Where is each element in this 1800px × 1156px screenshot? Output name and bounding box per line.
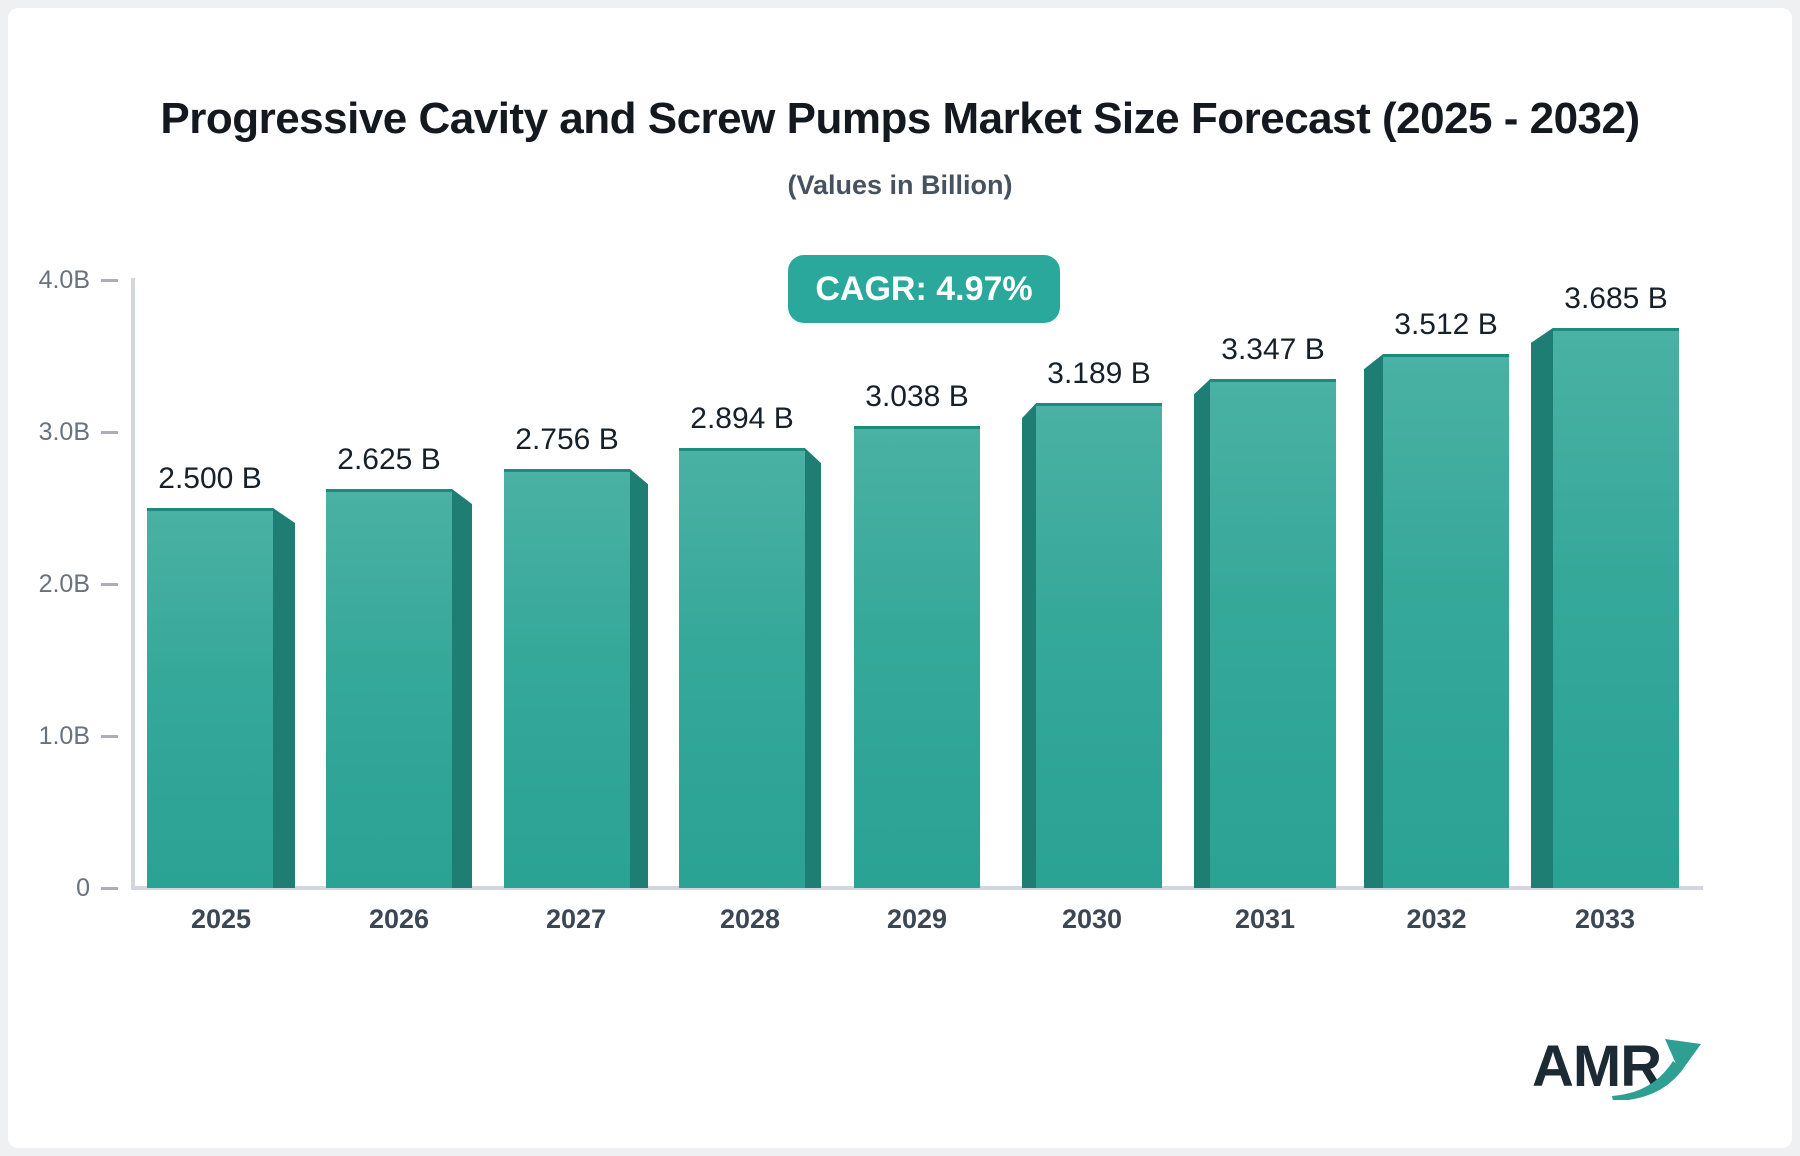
bar-value-label: 3.189 B — [1047, 357, 1151, 391]
y-axis-tick-label: 3.0B — [38, 418, 90, 446]
bar-2029 — [854, 426, 980, 888]
y-axis-tick-label: 2.0B — [38, 570, 90, 598]
y-axis-tick-label: 1.0B — [38, 722, 90, 750]
x-axis-category-label: 2031 — [1234, 904, 1296, 934]
x-axis-category-label: 2028 — [719, 904, 781, 934]
bar-value-label: 3.685 B — [1564, 281, 1668, 315]
x-axis-category-label: 2027 — [545, 904, 607, 934]
bar-value-label: 2.500 B — [158, 462, 262, 495]
bar-2026 — [326, 489, 452, 888]
x-axis-category-label: 2029 — [886, 904, 948, 934]
growth-arrow-icon — [1612, 1039, 1701, 1100]
chart-subtitle: (Values in Billion) — [787, 170, 1013, 200]
bar-2032 — [1383, 354, 1509, 888]
bar-side-face-2027 — [630, 469, 648, 888]
bar-side-face-2030 — [1022, 403, 1036, 888]
y-axis-tick-mark — [101, 887, 118, 890]
y-axis-line — [131, 278, 135, 890]
bar-2025 — [147, 508, 273, 888]
bar-2033 — [1553, 327, 1679, 888]
bar-value-label: 2.625 B — [337, 443, 441, 476]
bar-side-face-2025 — [273, 508, 295, 888]
x-axis-line — [131, 886, 1703, 890]
y-axis-tick-mark — [101, 431, 118, 434]
x-axis-category-label: 2033 — [1574, 904, 1636, 934]
bar-2027 — [504, 469, 630, 888]
bar-side-face-2026 — [452, 489, 472, 888]
cagr-badge: CAGR: 4.97% — [788, 255, 1060, 323]
y-axis-tick-mark — [101, 279, 118, 282]
bar-side-face-2031 — [1194, 379, 1210, 888]
cagr-badge-label: CAGR: 4.97% — [815, 269, 1033, 308]
y-axis-tick-label: 0 — [76, 874, 90, 902]
x-axis-category-label: 2032 — [1406, 904, 1467, 934]
bar-side-face-2033 — [1531, 327, 1553, 888]
bar-2028 — [679, 448, 805, 888]
amr-logo: AMR — [1532, 1036, 1712, 1106]
bar-2030 — [1036, 403, 1162, 888]
bar-value-label: 3.038 B — [865, 380, 969, 414]
x-axis-category-label: 2026 — [368, 904, 430, 934]
x-axis-category-label: 2025 — [190, 904, 252, 934]
y-axis-tick-mark — [101, 735, 118, 738]
bar-side-face-2028 — [805, 448, 821, 888]
bar-2031 — [1210, 379, 1336, 888]
bar-side-face-2032 — [1364, 354, 1383, 888]
y-axis-tick-label: 4.0B — [38, 266, 90, 294]
bar-value-label: 2.894 B — [690, 402, 794, 436]
amr-logo-text: AMR — [1532, 1034, 1662, 1099]
x-axis-category-label: 2030 — [1061, 904, 1123, 934]
chart-title: Progressive Cavity and Screw Pumps Marke… — [160, 94, 1640, 143]
bar-value-label: 2.756 B — [515, 423, 619, 457]
bar-value-label: 3.512 B — [1394, 308, 1498, 342]
bar-value-label: 3.347 B — [1221, 333, 1325, 367]
y-axis-tick-mark — [101, 583, 118, 586]
